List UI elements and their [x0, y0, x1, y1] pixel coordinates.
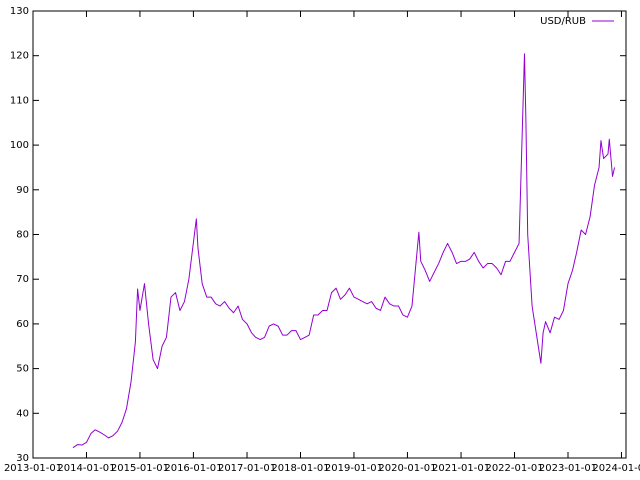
- x-tick-label: 2013-01-01: [4, 463, 62, 474]
- x-tick-label: 2015-01-01: [111, 463, 169, 474]
- x-tick-label: 2016-01-01: [164, 463, 222, 474]
- x-tick-label: 2019-01-01: [325, 463, 383, 474]
- y-tick-label: 60: [16, 319, 29, 330]
- y-tick-label: 70: [16, 274, 29, 285]
- x-tick-label: 2022-01-01: [485, 463, 543, 474]
- y-tick-label: 110: [10, 95, 29, 106]
- y-tick-label: 40: [16, 408, 29, 419]
- y-tick-label: 100: [10, 140, 29, 151]
- y-tick-label: 30: [16, 453, 29, 464]
- x-tick-label: 2021-01-01: [432, 463, 490, 474]
- y-tick-label: 80: [16, 230, 29, 241]
- y-tick-label: 130: [10, 6, 29, 17]
- x-tick-label: 2017-01-01: [218, 463, 276, 474]
- x-tick-label: 2023-01-01: [539, 463, 597, 474]
- legend-label: USD/RUB: [540, 16, 586, 27]
- y-tick-label: 50: [16, 364, 29, 375]
- x-tick-label: 2020-01-01: [378, 463, 436, 474]
- y-tick-label: 120: [10, 51, 29, 62]
- series-line: [72, 53, 616, 449]
- x-tick-label: 2014-01-01: [57, 463, 115, 474]
- plot-frame: [32, 10, 627, 459]
- x-tick-label: 2018-01-01: [271, 463, 329, 474]
- x-tick-label: 2024-01-01: [592, 463, 640, 474]
- y-tick-label: 90: [16, 185, 29, 196]
